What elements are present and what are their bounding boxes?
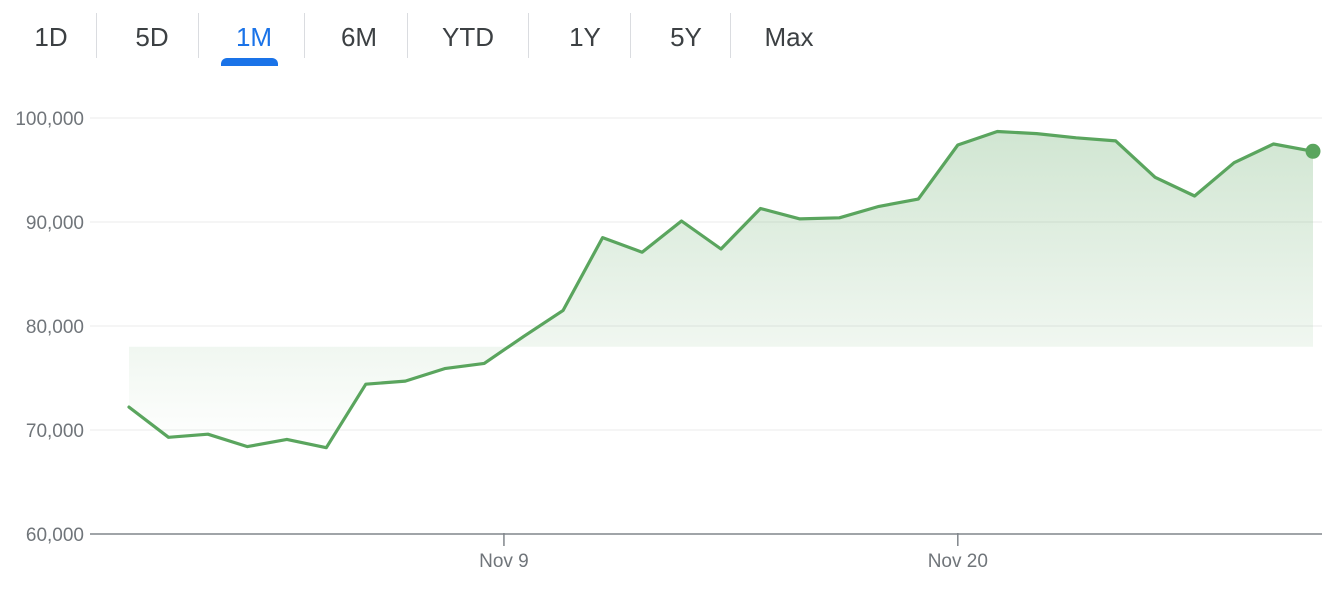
x-axis-ticks: Nov 9 Nov 20: [479, 533, 988, 572]
tab-6m[interactable]: 6M: [340, 22, 378, 52]
tab-separator: [407, 13, 408, 58]
y-tick-label: 90,000: [26, 213, 84, 234]
tab-1y[interactable]: 1Y: [569, 22, 601, 52]
tab-1d[interactable]: 1D: [34, 22, 68, 52]
tab-5d[interactable]: 5D: [135, 22, 169, 52]
x-tick-label: Nov 9: [479, 551, 529, 572]
range-tabs: 1D 5D 1M 6M YTD 1Y 5Y Max: [0, 0, 860, 70]
price-area-fill: [129, 131, 1313, 448]
y-tick-label: 100,000: [15, 109, 84, 130]
y-axis-labels: 60,000 70,000 80,000 90,000 100,000: [15, 109, 84, 546]
x-tick-label: Nov 20: [928, 551, 988, 572]
tab-separator: [198, 13, 199, 58]
y-tick-label: 60,000: [26, 525, 84, 546]
last-price-marker[interactable]: [1305, 143, 1321, 159]
tab-separator: [528, 13, 529, 58]
tab-1m[interactable]: 1M: [235, 22, 273, 52]
y-tick-label: 70,000: [26, 421, 84, 442]
tab-separator: [630, 13, 631, 58]
tab-ytd[interactable]: YTD: [442, 22, 494, 52]
y-tick-label: 80,000: [26, 317, 84, 338]
tab-separator: [304, 13, 305, 58]
tab-5y[interactable]: 5Y: [670, 22, 702, 52]
tab-separator: [96, 13, 97, 58]
price-line[interactable]: [127, 129, 1315, 450]
tab-max[interactable]: Max: [764, 22, 814, 52]
tab-separator: [730, 13, 731, 58]
active-tab-indicator: [221, 58, 278, 66]
